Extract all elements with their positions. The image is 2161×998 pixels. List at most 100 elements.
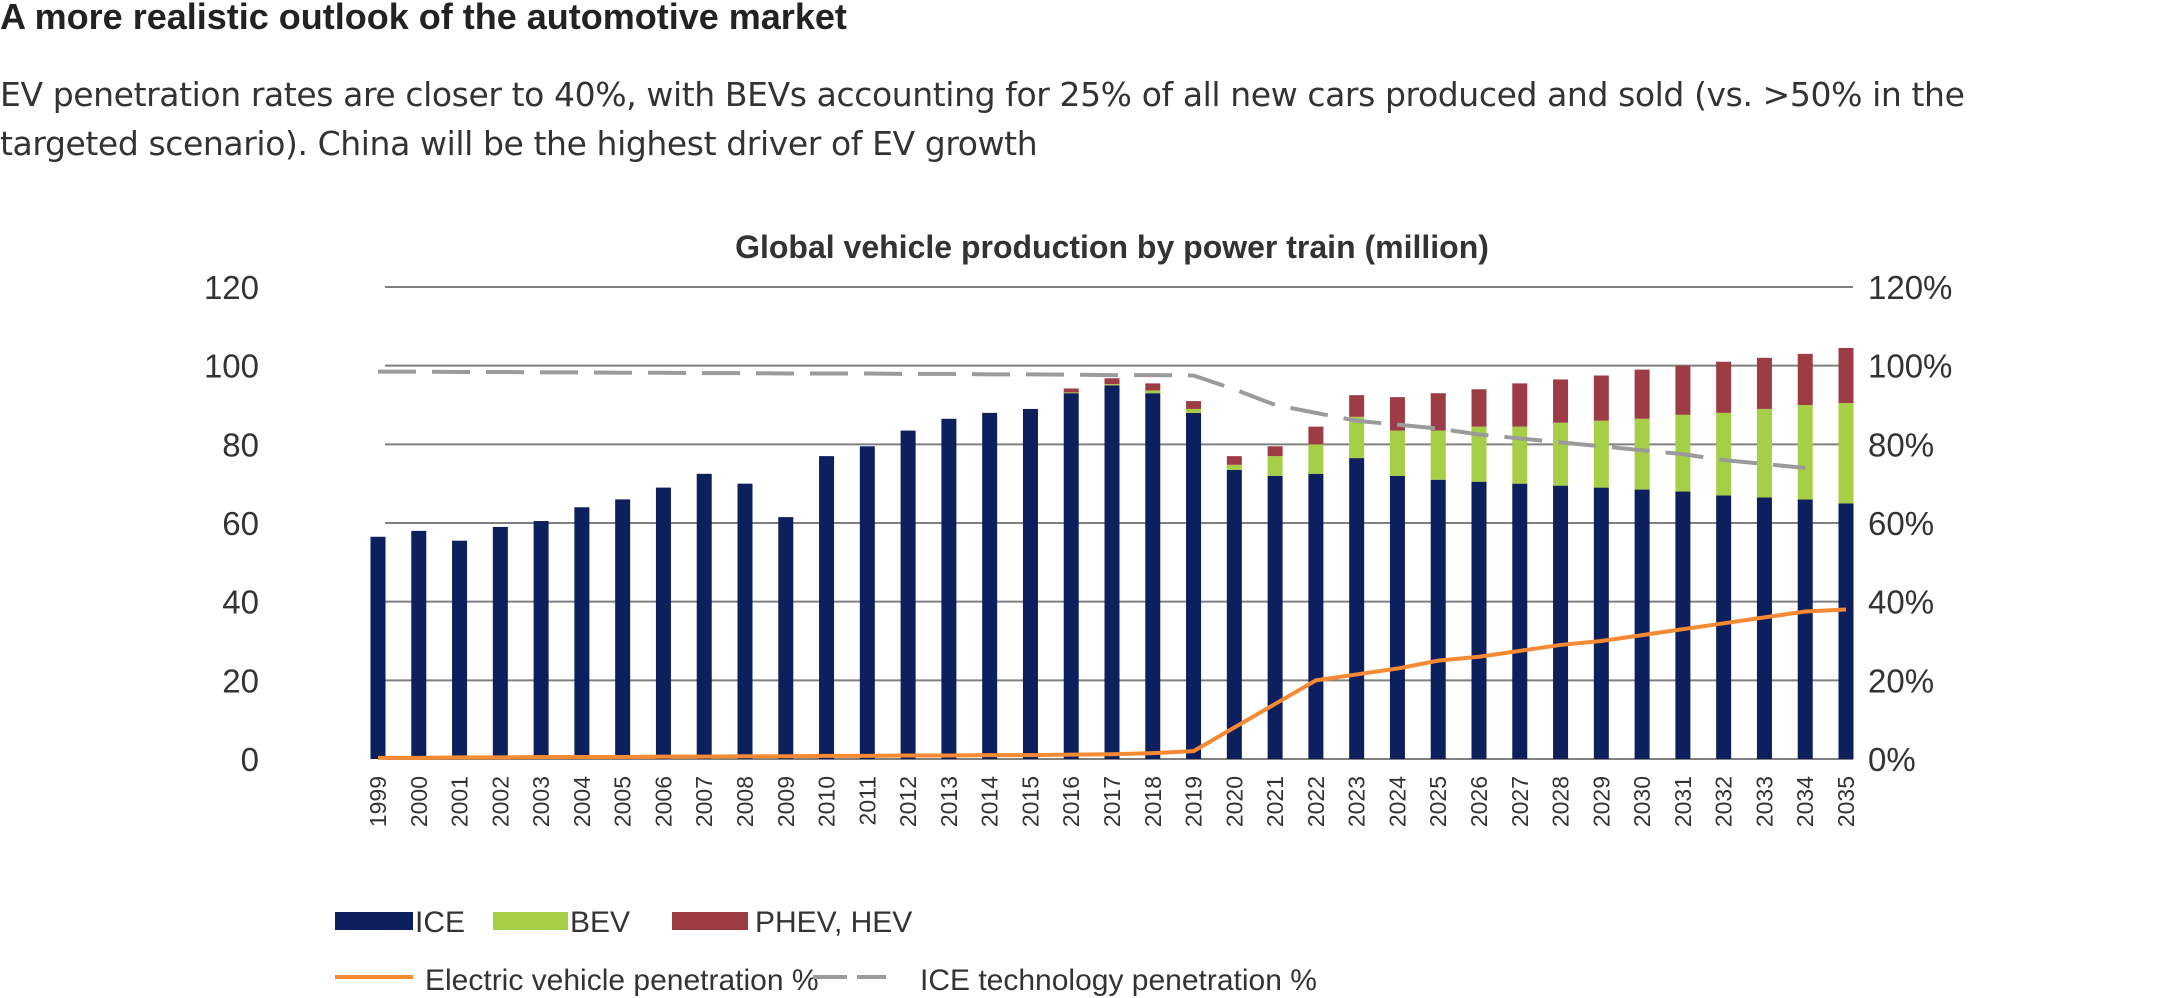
x-tick-label: 1999 (365, 776, 391, 827)
bar-ice (1716, 495, 1732, 759)
bar-ice (941, 418, 957, 759)
bar-ice (370, 536, 386, 759)
x-tick-label: 2021 (1262, 776, 1288, 827)
bars (370, 347, 1854, 759)
bar-ice (1308, 473, 1324, 759)
legend-swatch-bev (493, 912, 568, 930)
bar-ice (1389, 475, 1405, 759)
x-tick-label: 2005 (610, 776, 636, 827)
bar-phev (1349, 395, 1365, 417)
y-tick-label: 120 (204, 269, 259, 306)
y-tick-label: 60 (222, 505, 259, 542)
bar-phev (1389, 397, 1405, 431)
x-tick-label: 2022 (1303, 776, 1329, 827)
x-tick-label: 2008 (732, 776, 758, 827)
x-tick-label: 2030 (1629, 776, 1655, 827)
bar-bev (1838, 403, 1854, 504)
x-tick-label: 2035 (1833, 776, 1859, 827)
bar-phev (1186, 401, 1202, 409)
legend-swatch-phev (672, 912, 748, 930)
bar-phev (1512, 383, 1528, 427)
bar-phev (1308, 426, 1324, 445)
bar-bev (1593, 420, 1609, 488)
legend-swatch-ice (335, 912, 413, 930)
bar-bev (1553, 422, 1569, 486)
y2-tick-label: 0% (1868, 741, 1916, 778)
bar-ice (655, 487, 671, 759)
bar-bev (1430, 430, 1446, 480)
x-tick-label: 2024 (1384, 776, 1410, 827)
y2-tick-label: 80% (1868, 426, 1934, 463)
legend-label-ice: ICE (415, 906, 465, 939)
bar-ice (1430, 479, 1446, 759)
x-tick-label: 2026 (1466, 776, 1492, 827)
bar-ice (859, 446, 875, 759)
bar-ice (452, 540, 468, 759)
x-tick-label: 2019 (1181, 776, 1207, 827)
bar-phev (1838, 347, 1854, 404)
bar-bev (1267, 456, 1283, 476)
x-tick-label: 2032 (1711, 776, 1737, 827)
bar-phev (1104, 378, 1120, 385)
y2-tick-label: 120% (1868, 269, 1952, 306)
chart-title: Global vehicle production by power train… (735, 229, 1489, 265)
bar-ice (982, 412, 998, 759)
bar-ice (1593, 487, 1609, 759)
x-tick-label: 2003 (528, 776, 554, 827)
y-tick-label: 0 (241, 741, 259, 778)
legend: ICE BEV PHEV, HEV Electric vehicle penet… (335, 906, 1317, 997)
bar-ice (1104, 385, 1120, 759)
bar-phev (1145, 383, 1161, 391)
bar-ice (1675, 491, 1691, 759)
bar-bev (1512, 426, 1528, 484)
x-tick-label: 2033 (1751, 776, 1777, 827)
bar-ice (615, 499, 631, 759)
ev-penetration-line (378, 607, 1847, 760)
bar-phev (1430, 393, 1446, 431)
x-tick-label: 2023 (1344, 776, 1370, 827)
bar-bev (1797, 405, 1813, 500)
x-tick-label: 2028 (1548, 776, 1574, 827)
x-tick-label: 2004 (569, 776, 595, 827)
axes: 0 0% 20 20% 40 40% 60 60% 80 80% 100 100% 120 120% 199… (204, 269, 1952, 827)
bar-bev (1389, 430, 1405, 476)
bar-ice (1267, 475, 1283, 759)
bar-ice (533, 521, 549, 759)
bar-ice (492, 526, 508, 759)
bar-phev (1634, 369, 1650, 419)
x-tick-label: 2012 (895, 776, 921, 827)
bar-phev (1226, 456, 1242, 465)
bar-bev (1104, 384, 1120, 386)
y-tick-label: 20 (222, 662, 259, 699)
y-tick-label: 40 (222, 584, 259, 621)
y-tick-label: 100 (204, 348, 259, 385)
bar-bev (1349, 416, 1365, 459)
bar-phev (1267, 446, 1283, 457)
x-tick-label: 2031 (1670, 776, 1696, 827)
page-subtitle: EV penetration rates are closer to 40%, … (0, 75, 1965, 163)
bar-phev (1756, 357, 1772, 409)
bar-ice (1186, 412, 1202, 759)
bar-ice (1634, 489, 1650, 759)
bar-ice (737, 483, 753, 759)
bar-phev (1553, 379, 1569, 423)
x-tick-label: 2020 (1221, 776, 1247, 827)
bar-bev (1226, 464, 1242, 470)
bar-ice (1471, 481, 1487, 759)
bar-bev (1308, 444, 1324, 474)
bar-phev (1593, 375, 1609, 421)
bar-ice (1349, 458, 1365, 759)
bar-bev (1145, 390, 1161, 394)
y2-tick-label: 100% (1868, 348, 1952, 385)
bar-phev (1471, 389, 1487, 427)
bar-ice (1756, 497, 1772, 759)
x-tick-label: 2034 (1792, 776, 1818, 827)
x-tick-label: 2029 (1588, 776, 1614, 827)
x-tick-label: 2018 (1140, 776, 1166, 827)
bar-ice (1226, 469, 1242, 759)
bar-bev (1063, 392, 1079, 394)
bar-ice (819, 456, 835, 759)
bar-ice (778, 517, 794, 759)
